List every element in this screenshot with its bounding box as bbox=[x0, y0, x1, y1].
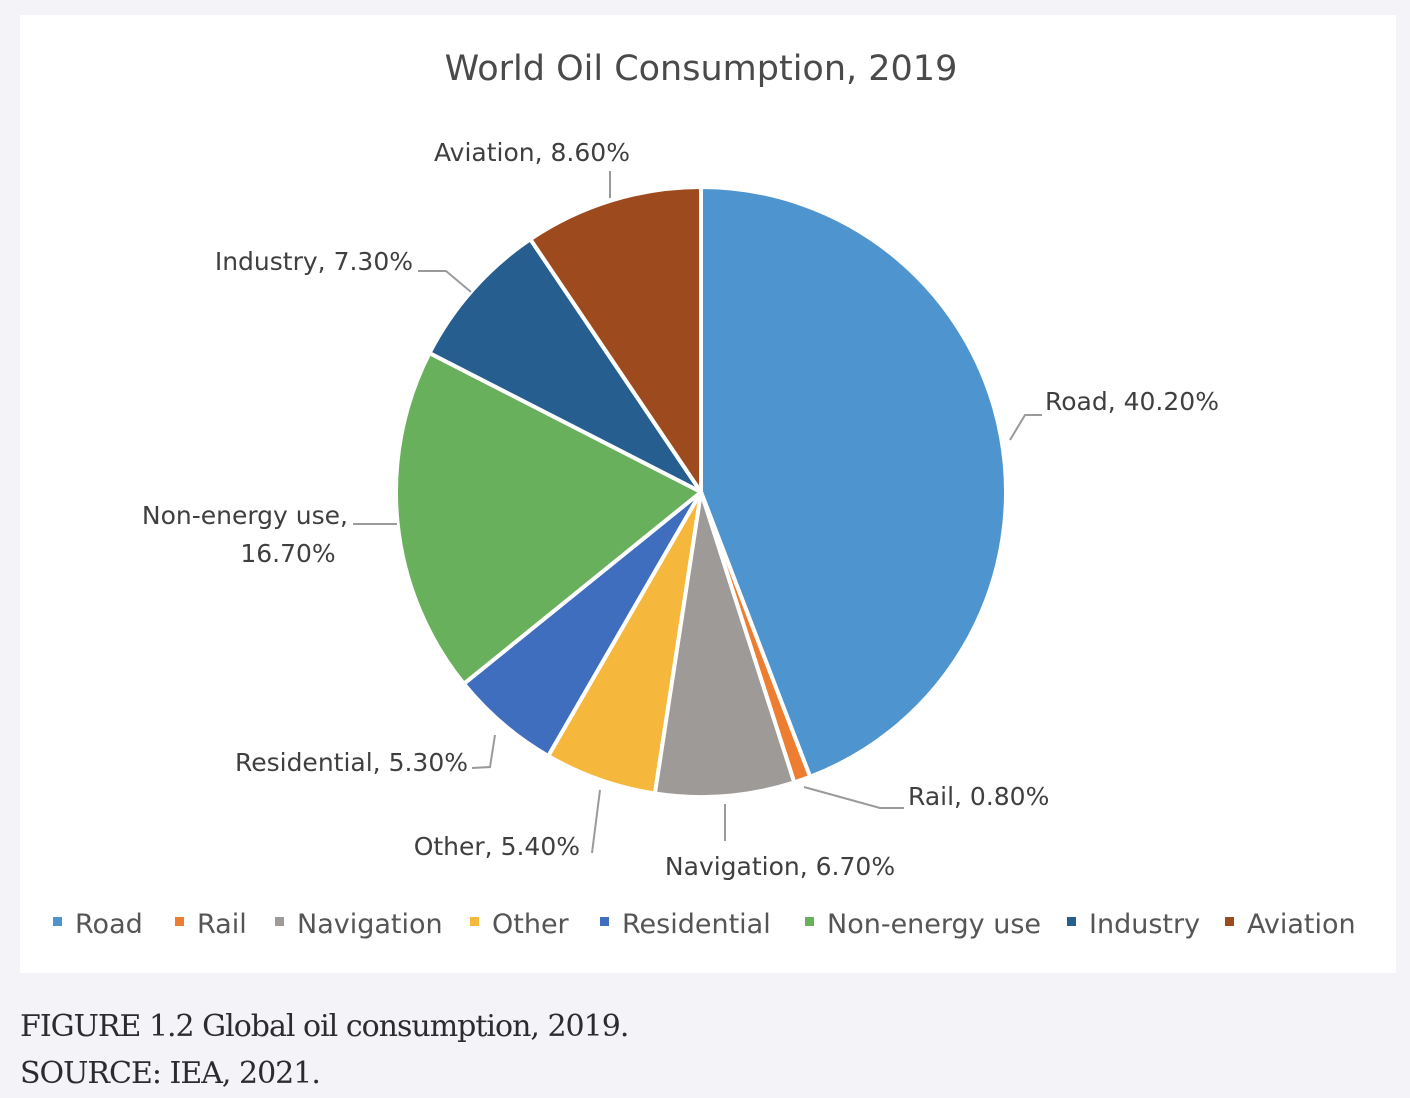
legend-item-road: Road bbox=[53, 909, 143, 940]
data-label-road: Road, 40.20% bbox=[1045, 387, 1219, 416]
data-label-non-energy-use-line-1: Non-energy use, bbox=[142, 501, 348, 530]
legend-item-industry: Industry bbox=[1067, 909, 1200, 940]
legend-label-non-energy-use: Non-energy use bbox=[827, 909, 1041, 940]
legend-swatch-rail bbox=[175, 917, 184, 926]
legend-item-rail: Rail bbox=[175, 909, 247, 940]
legend-item-other: Other bbox=[470, 909, 570, 940]
data-label-industry: Industry, 7.30% bbox=[215, 247, 413, 276]
chart-title: World Oil Consumption, 2019 bbox=[445, 49, 958, 89]
pie-slice-industry bbox=[427, 237, 703, 494]
legend-label-residential: Residential bbox=[622, 909, 771, 940]
legend: Road Rail Navigation Other Residential Non-en… bbox=[53, 909, 1356, 940]
legend-swatch-aviation bbox=[1225, 917, 1234, 926]
pie-slice-road bbox=[699, 185, 1008, 779]
legend-item-non-energy-use: Non-energy use bbox=[805, 909, 1041, 940]
data-label-residential: Residential, 5.30% bbox=[235, 748, 468, 777]
legend-swatch-residential bbox=[600, 917, 609, 926]
data-label-non-energy-use-line-2: 16.70% bbox=[240, 539, 335, 568]
legend-label-aviation: Aviation bbox=[1247, 909, 1356, 940]
legend-swatch-non-energy-use bbox=[805, 917, 814, 926]
legend-item-navigation: Navigation bbox=[275, 909, 443, 940]
data-label-navigation: Navigation, 6.70% bbox=[665, 852, 895, 881]
leader-line-industry bbox=[418, 270, 472, 293]
legend-item-aviation: Aviation bbox=[1225, 909, 1356, 940]
leader-lines bbox=[353, 171, 1042, 854]
legend-label-rail: Rail bbox=[197, 909, 247, 940]
data-label-rail: Rail, 0.80% bbox=[908, 782, 1049, 811]
data-label-other: Other, 5.40% bbox=[414, 832, 580, 861]
figure-caption: FIGURE 1.2 Global oil consumption, 2019.… bbox=[20, 1003, 629, 1097]
caption-figure-text: FIGURE 1.2 Global oil consumption, 2019. bbox=[20, 1009, 629, 1044]
data-labels: Road, 40.20% Rail, 0.80% Navigation, 6.70%… bbox=[142, 138, 1219, 881]
legend-label-other: Other bbox=[492, 909, 570, 940]
leader-line-residential bbox=[471, 734, 496, 769]
leader-line-rail bbox=[803, 786, 904, 809]
legend-label-industry: Industry bbox=[1089, 909, 1200, 940]
legend-label-navigation: Navigation bbox=[297, 909, 443, 940]
legend-swatch-navigation bbox=[275, 917, 284, 926]
legend-swatch-other bbox=[470, 917, 479, 926]
pie-slice-aviation bbox=[528, 185, 703, 494]
legend-label-road: Road bbox=[75, 909, 143, 940]
pie-slices bbox=[394, 185, 1008, 799]
pie-chart: World Oil Consumption, 2019 Road, 40.20%… bbox=[53, 49, 1356, 940]
legend-swatch-road bbox=[53, 917, 62, 926]
chart-panel: World Oil Consumption, 2019 Road, 40.20%… bbox=[20, 15, 1396, 973]
pie-slice-non-energy-use bbox=[394, 351, 703, 686]
data-label-aviation: Aviation, 8.60% bbox=[434, 138, 630, 167]
caption-source-text: SOURCE: IEA, 2021. bbox=[20, 1056, 321, 1091]
leader-line-other bbox=[591, 789, 601, 854]
legend-item-residential: Residential bbox=[600, 909, 771, 940]
legend-swatch-industry bbox=[1067, 917, 1076, 926]
leader-line-road bbox=[1009, 414, 1042, 441]
